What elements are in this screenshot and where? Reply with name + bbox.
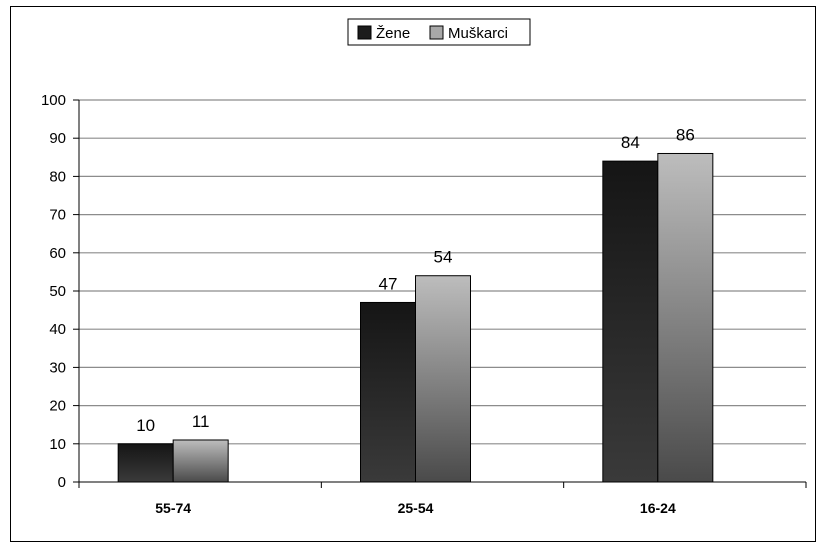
bar-muskarci <box>172 439 229 483</box>
data-label: 86 <box>676 125 695 144</box>
legend-label-zene: Žene <box>376 25 410 42</box>
bar-muskarci <box>657 152 714 483</box>
legend-swatch-muskarci <box>429 25 444 40</box>
data-label: 84 <box>621 133 640 152</box>
y-tick-label: 10 <box>49 436 66 453</box>
data-label: 11 <box>192 412 210 431</box>
bar-zene <box>360 301 416 483</box>
bars <box>117 152 714 483</box>
data-label: 10 <box>136 416 155 435</box>
y-tick-label: 60 <box>49 245 66 262</box>
y-tick-label: 100 <box>41 92 66 109</box>
axes: 0 10 20 30 40 50 60 70 80 90 100 55-74 25-54 16-24 <box>41 92 807 516</box>
legend: Žene Muškarci <box>347 18 531 46</box>
bar-zene <box>602 160 659 483</box>
category-label: 25-54 <box>398 500 434 516</box>
y-tick-label: 50 <box>49 283 66 300</box>
y-tick-label: 90 <box>49 130 66 147</box>
y-tick-label: 20 <box>49 398 66 415</box>
data-label: 54 <box>434 248 453 267</box>
bar-muskarci <box>415 275 471 483</box>
y-tick-label: 30 <box>49 359 66 376</box>
legend-swatch-zene <box>357 25 372 40</box>
data-labels: 10 11 47 54 84 86 <box>136 125 695 434</box>
category-label: 55-74 <box>155 500 191 516</box>
legend-label-muskarci: Muškarci <box>448 25 508 42</box>
data-label: 47 <box>379 274 398 293</box>
y-tick-label: 70 <box>49 207 66 224</box>
category-label: 16-24 <box>640 500 676 516</box>
bar-zene <box>117 443 174 483</box>
y-tick-label: 0 <box>58 474 66 491</box>
y-tick-label: 40 <box>49 321 66 338</box>
y-tick-label: 80 <box>49 168 66 185</box>
